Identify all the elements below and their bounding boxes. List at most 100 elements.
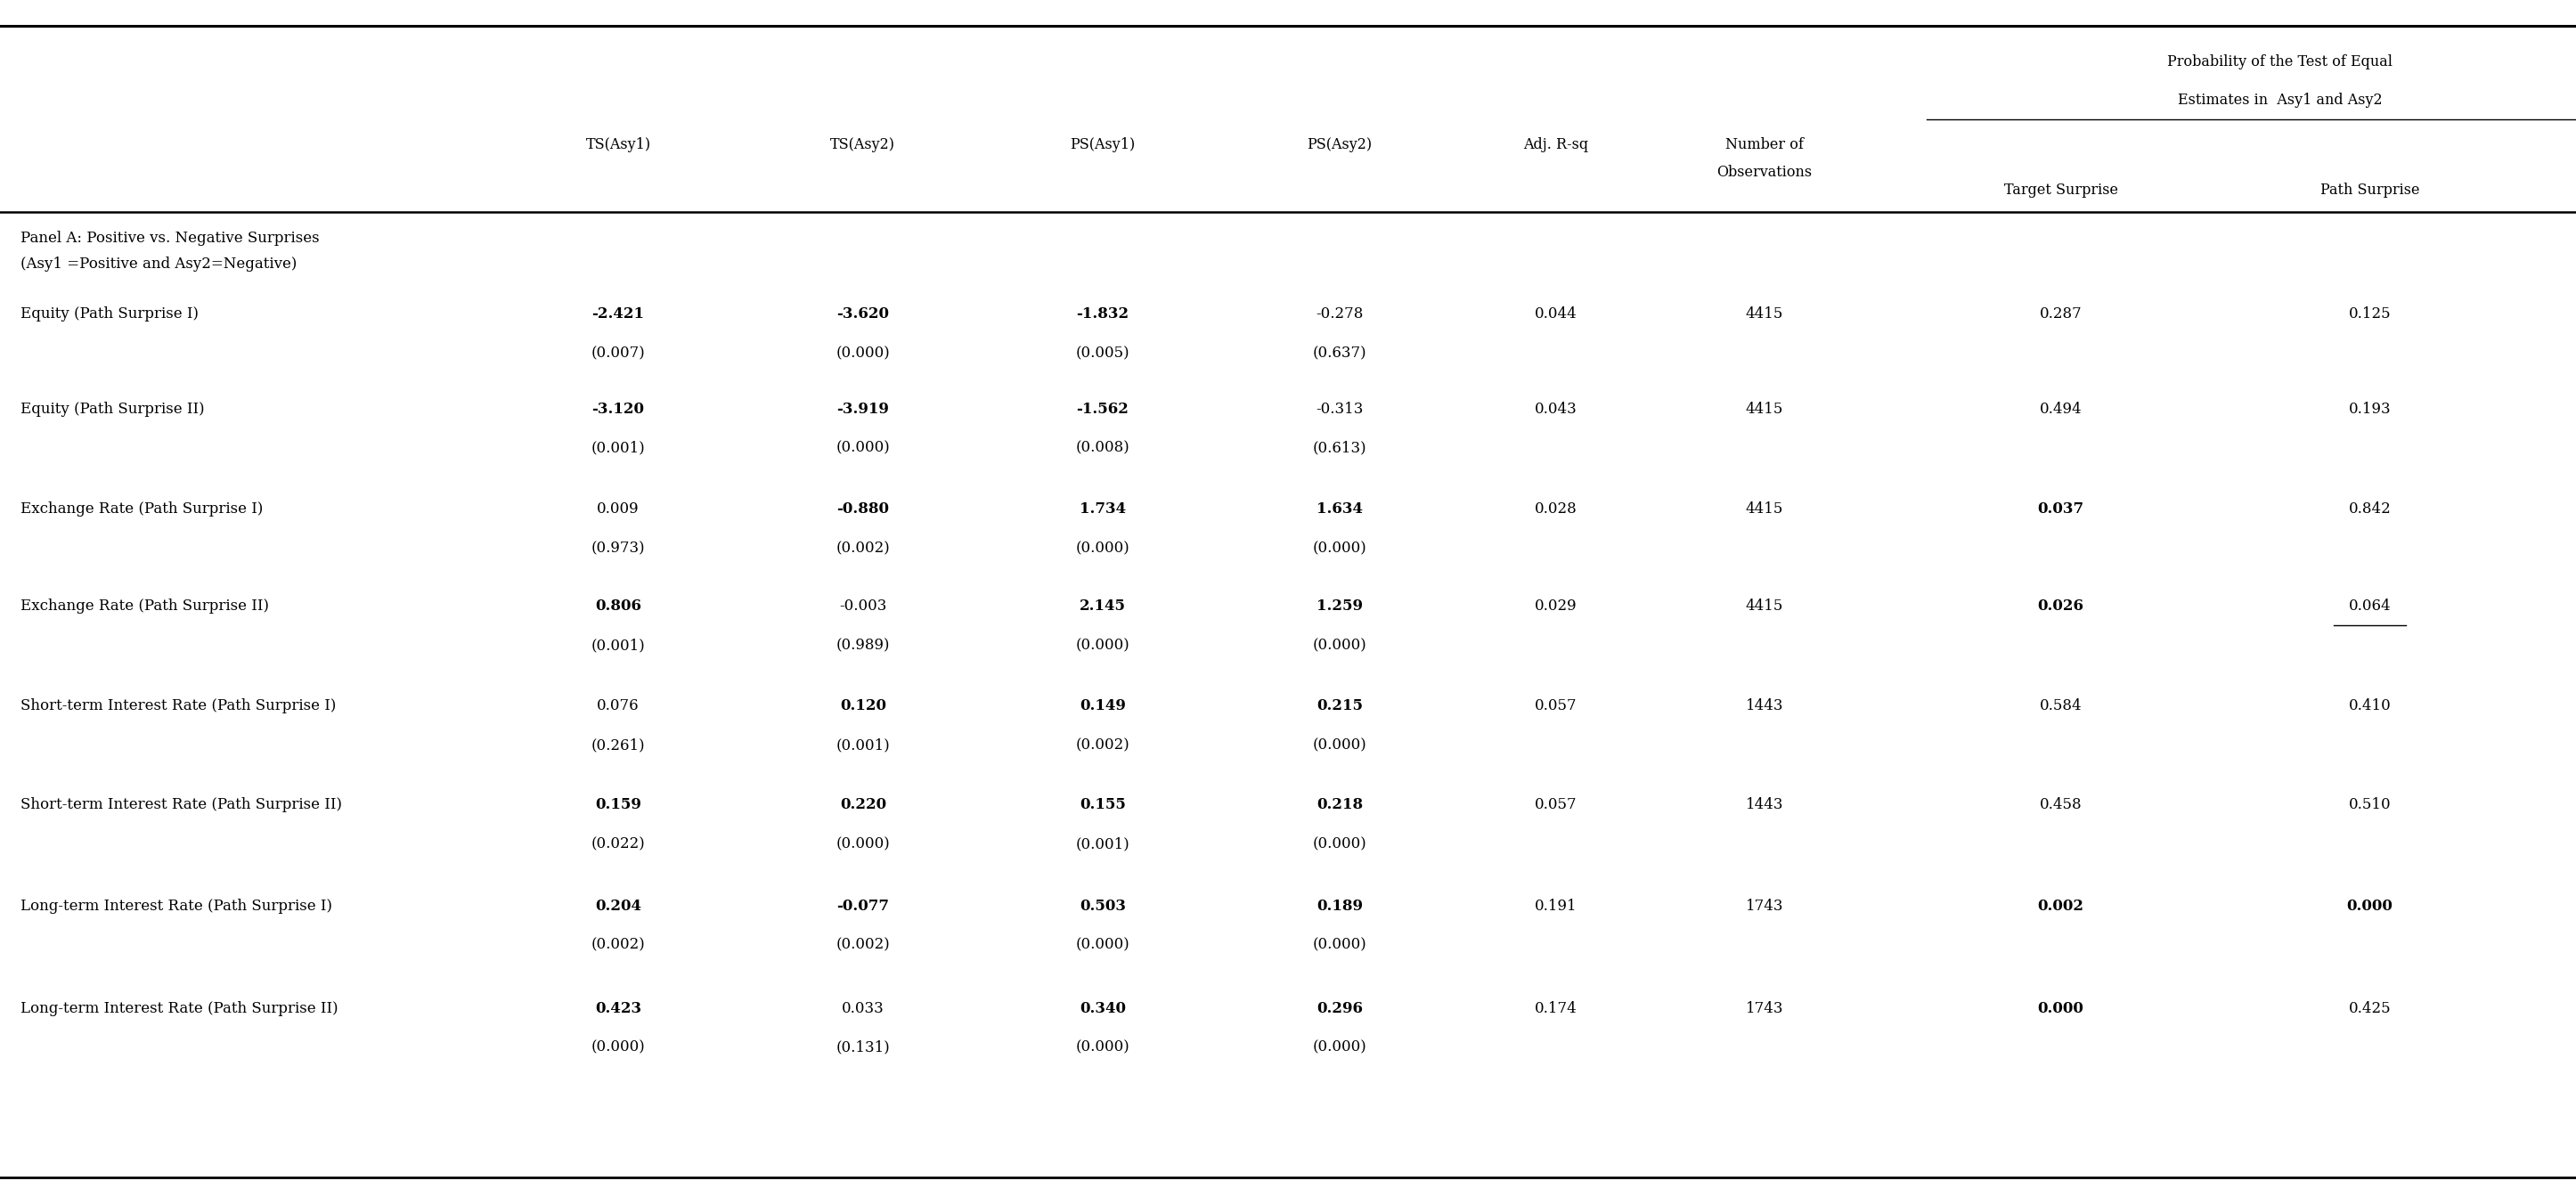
- Text: 0.842: 0.842: [2349, 502, 2391, 516]
- Text: 1743: 1743: [1747, 1001, 1783, 1015]
- Text: 0.043: 0.043: [1535, 402, 1577, 416]
- Text: -0.880: -0.880: [837, 502, 889, 516]
- Text: 0.215: 0.215: [1316, 699, 1363, 713]
- Text: (0.002): (0.002): [1074, 738, 1131, 753]
- Text: (0.000): (0.000): [835, 837, 891, 851]
- Text: (0.002): (0.002): [835, 938, 891, 952]
- Text: -0.313: -0.313: [1316, 402, 1363, 416]
- Text: -0.003: -0.003: [840, 599, 886, 614]
- Text: 0.125: 0.125: [2349, 307, 2391, 321]
- Text: 0.806: 0.806: [595, 599, 641, 614]
- Text: (0.000): (0.000): [1311, 938, 1368, 952]
- Text: Observations: Observations: [1716, 165, 1814, 180]
- Text: 0.028: 0.028: [1535, 502, 1577, 516]
- Text: (0.005): (0.005): [1077, 346, 1128, 360]
- Text: (0.001): (0.001): [590, 638, 647, 653]
- Text: (0.008): (0.008): [1074, 441, 1131, 455]
- Text: -0.278: -0.278: [1316, 307, 1363, 321]
- Text: 0.510: 0.510: [2349, 798, 2391, 812]
- Text: 0.037: 0.037: [2038, 502, 2084, 516]
- Text: (0.001): (0.001): [590, 441, 647, 455]
- Text: (0.000): (0.000): [1074, 541, 1131, 555]
- Text: 0.494: 0.494: [2040, 402, 2081, 416]
- Text: (0.002): (0.002): [590, 938, 647, 952]
- Text: 0.204: 0.204: [595, 899, 641, 913]
- Text: 0.410: 0.410: [2349, 699, 2391, 713]
- Text: 0.159: 0.159: [595, 798, 641, 812]
- Text: 0.296: 0.296: [1316, 1001, 1363, 1015]
- Text: 0.584: 0.584: [2040, 699, 2081, 713]
- Text: 1.259: 1.259: [1316, 599, 1363, 614]
- Text: Adj. R-sq: Adj. R-sq: [1522, 138, 1589, 152]
- Text: (0.000): (0.000): [1311, 1040, 1368, 1055]
- Text: (0.000): (0.000): [590, 1040, 647, 1055]
- Text: (0.001): (0.001): [835, 738, 891, 753]
- Text: 0.029: 0.029: [1535, 599, 1577, 614]
- Text: (0.000): (0.000): [1074, 938, 1131, 952]
- Text: (0.001): (0.001): [1074, 837, 1131, 851]
- Text: Number of: Number of: [1726, 138, 1803, 152]
- Text: Exchange Rate (Path Surprise II): Exchange Rate (Path Surprise II): [21, 599, 268, 614]
- Text: 4415: 4415: [1747, 307, 1783, 321]
- Text: 0.503: 0.503: [1079, 899, 1126, 913]
- Text: 0.189: 0.189: [1316, 899, 1363, 913]
- Text: 0.120: 0.120: [840, 699, 886, 713]
- Text: PS(Asy2): PS(Asy2): [1306, 138, 1373, 152]
- Text: (0.007): (0.007): [590, 346, 647, 360]
- Text: (0.973): (0.973): [592, 541, 644, 555]
- Text: Equity (Path Surprise II): Equity (Path Surprise II): [21, 402, 204, 416]
- Text: 1443: 1443: [1747, 699, 1783, 713]
- Text: 0.174: 0.174: [1535, 1001, 1577, 1015]
- Text: (0.000): (0.000): [1074, 638, 1131, 653]
- Text: (Asy1 =Positive and Asy2=Negative): (Asy1 =Positive and Asy2=Negative): [21, 257, 296, 271]
- Text: 4415: 4415: [1747, 402, 1783, 416]
- Text: (0.989): (0.989): [837, 638, 889, 653]
- Text: Short-term Interest Rate (Path Surprise II): Short-term Interest Rate (Path Surprise …: [21, 798, 343, 812]
- Text: (0.613): (0.613): [1314, 441, 1365, 455]
- Text: 4415: 4415: [1747, 502, 1783, 516]
- Text: -1.562: -1.562: [1077, 402, 1128, 416]
- Text: 0.458: 0.458: [2040, 798, 2081, 812]
- Text: (0.002): (0.002): [835, 541, 891, 555]
- Text: 0.002: 0.002: [2038, 899, 2084, 913]
- Text: -0.077: -0.077: [837, 899, 889, 913]
- Text: (0.000): (0.000): [1311, 738, 1368, 753]
- Text: (0.000): (0.000): [835, 346, 891, 360]
- Text: 1443: 1443: [1747, 798, 1783, 812]
- Text: Exchange Rate (Path Surprise I): Exchange Rate (Path Surprise I): [21, 502, 263, 516]
- Text: Equity (Path Surprise I): Equity (Path Surprise I): [21, 307, 198, 321]
- Text: 0.044: 0.044: [1535, 307, 1577, 321]
- Text: 0.287: 0.287: [2040, 307, 2081, 321]
- Text: (0.131): (0.131): [835, 1040, 891, 1055]
- Text: Long-term Interest Rate (Path Surprise II): Long-term Interest Rate (Path Surprise I…: [21, 1001, 337, 1015]
- Text: PS(Asy1): PS(Asy1): [1069, 138, 1136, 152]
- Text: 0.000: 0.000: [2347, 899, 2393, 913]
- Text: Path Surprise: Path Surprise: [2321, 183, 2419, 197]
- Text: 0.191: 0.191: [1535, 899, 1577, 913]
- Text: 1.634: 1.634: [1316, 502, 1363, 516]
- Text: Short-term Interest Rate (Path Surprise I): Short-term Interest Rate (Path Surprise …: [21, 699, 337, 713]
- Text: 0.193: 0.193: [2349, 402, 2391, 416]
- Text: (0.000): (0.000): [1311, 541, 1368, 555]
- Text: -3.620: -3.620: [837, 307, 889, 321]
- Text: 0.057: 0.057: [1535, 798, 1577, 812]
- Text: (0.637): (0.637): [1314, 346, 1365, 360]
- Text: (0.000): (0.000): [835, 441, 891, 455]
- Text: 1.734: 1.734: [1079, 502, 1126, 516]
- Text: (0.000): (0.000): [1311, 638, 1368, 653]
- Text: 0.064: 0.064: [2349, 599, 2391, 614]
- Text: Probability of the Test of Equal: Probability of the Test of Equal: [2166, 55, 2393, 69]
- Text: 4415: 4415: [1747, 599, 1783, 614]
- Text: 1743: 1743: [1747, 899, 1783, 913]
- Text: -2.421: -2.421: [592, 307, 644, 321]
- Text: (0.022): (0.022): [590, 837, 647, 851]
- Text: 0.000: 0.000: [2038, 1001, 2084, 1015]
- Text: 0.155: 0.155: [1079, 798, 1126, 812]
- Text: -3.919: -3.919: [837, 402, 889, 416]
- Text: 0.218: 0.218: [1316, 798, 1363, 812]
- Text: TS(Asy1): TS(Asy1): [585, 138, 652, 152]
- Text: Estimates in  Asy1 and Asy2: Estimates in Asy1 and Asy2: [2177, 93, 2383, 107]
- Text: Target Surprise: Target Surprise: [2004, 183, 2117, 197]
- Text: 0.033: 0.033: [842, 1001, 884, 1015]
- Text: 0.220: 0.220: [840, 798, 886, 812]
